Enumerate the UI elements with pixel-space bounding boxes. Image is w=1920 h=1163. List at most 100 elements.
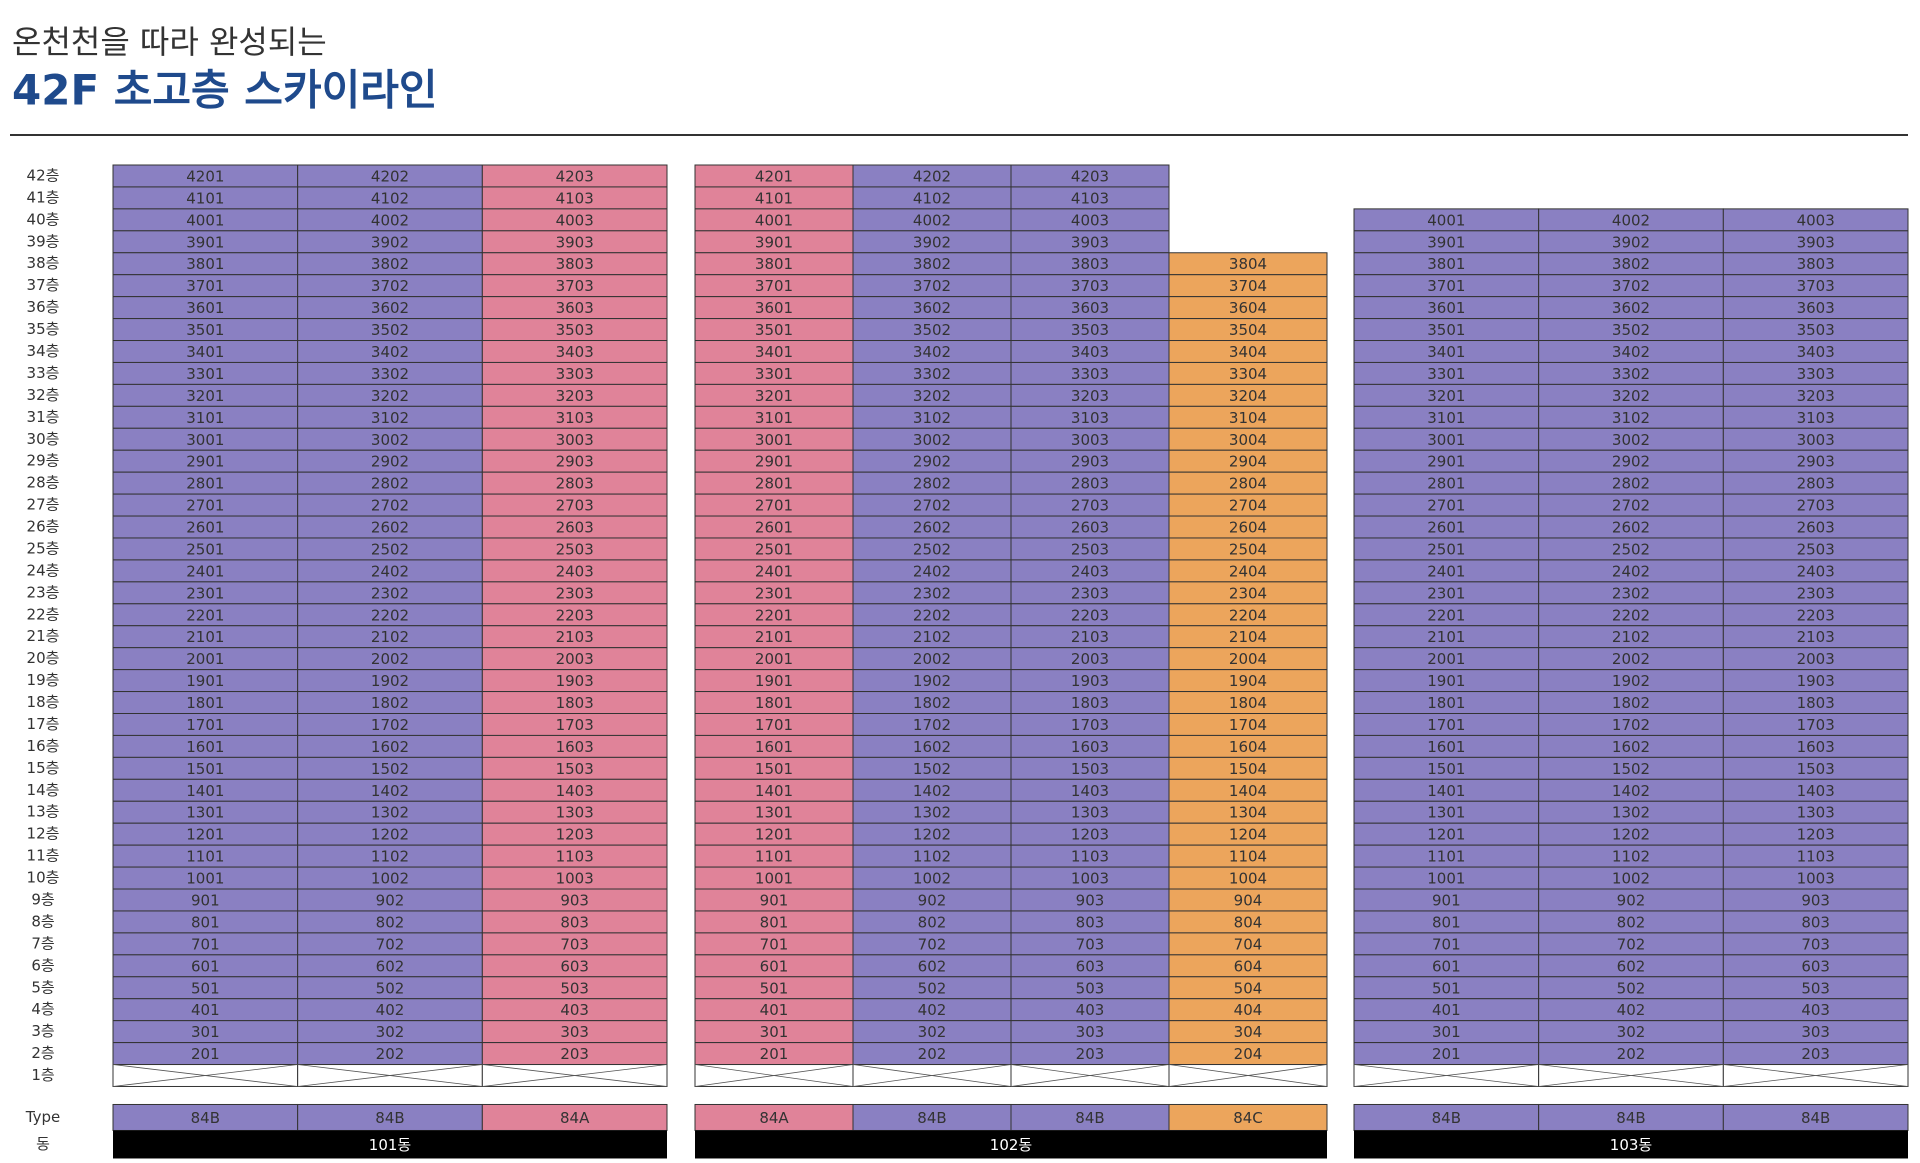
- type-name: 84A: [759, 1109, 789, 1127]
- unit-number: 3302: [371, 365, 409, 383]
- unit-number: 702: [1617, 935, 1646, 953]
- unit-number: 3804: [1229, 255, 1267, 273]
- unit-number: 1402: [1612, 782, 1650, 800]
- unit-number: 2202: [371, 606, 409, 624]
- floor-label: 30층: [27, 430, 60, 448]
- unit-number: 803: [1076, 913, 1105, 931]
- unit-number: 601: [760, 957, 789, 975]
- type-name: 84B: [1432, 1109, 1461, 1127]
- unit-number: 1701: [186, 716, 224, 734]
- floor-label: 25층: [27, 539, 60, 557]
- unit-number: 903: [1801, 891, 1830, 909]
- unit-number: 3001: [755, 431, 793, 449]
- unit-number: 3604: [1229, 299, 1267, 317]
- cross: [1353, 1064, 1539, 1087]
- unit-number: 401: [760, 1001, 789, 1019]
- unit-number: 2704: [1229, 497, 1267, 515]
- unit-number: 1403: [1071, 782, 1109, 800]
- unit-number: 1301: [755, 804, 793, 822]
- unit-number: 1503: [1797, 760, 1835, 778]
- unit-number: 2701: [755, 497, 793, 515]
- unit-number: 3204: [1229, 387, 1267, 405]
- unit-number: 501: [760, 979, 789, 997]
- unit-number: 3202: [371, 387, 409, 405]
- unit-number: 903: [560, 891, 589, 909]
- unit-number: 2901: [186, 453, 224, 471]
- type-cell: [852, 1103, 1012, 1131]
- unit-number: 701: [760, 935, 789, 953]
- unit-number: 401: [1432, 1001, 1461, 1019]
- unit-number: 3501: [186, 321, 224, 339]
- unit-number: 2904: [1229, 453, 1267, 471]
- floor-label: 36층: [27, 298, 60, 316]
- unit-number: 3901: [1427, 233, 1465, 251]
- unit-number: 1004: [1229, 870, 1267, 888]
- unit-number: 2602: [913, 519, 951, 537]
- floor-label: 6층: [31, 956, 54, 974]
- unit-number: 2801: [755, 475, 793, 493]
- unit-number: 1802: [371, 694, 409, 712]
- unit-number: 3903: [1071, 233, 1109, 251]
- unit-number: 1803: [556, 694, 594, 712]
- unit-number: 3301: [186, 365, 224, 383]
- unit-number: 2504: [1229, 540, 1267, 558]
- unit-number: 4201: [755, 167, 793, 185]
- unit-number: 1102: [913, 848, 951, 866]
- floor-label: 38층: [27, 254, 60, 272]
- unit-number: 3703: [556, 277, 594, 295]
- unit-number: 802: [376, 913, 405, 931]
- floor-label: 33층: [27, 364, 60, 382]
- unit-number: 3501: [755, 321, 793, 339]
- unit-number: 3402: [1612, 343, 1650, 361]
- unit-number: 1702: [371, 716, 409, 734]
- unit-number: 3701: [1427, 277, 1465, 295]
- unit-number: 402: [1617, 1001, 1646, 1019]
- unit-number: 3703: [1071, 277, 1109, 295]
- unit-number: 4001: [186, 211, 224, 229]
- floor-label: 7층: [31, 934, 54, 952]
- floor-label: 23층: [27, 583, 60, 601]
- unit-number: 2502: [1612, 540, 1650, 558]
- floor-label: 24층: [27, 561, 60, 579]
- unit-number: 1001: [1427, 870, 1465, 888]
- unit-number: 3702: [913, 277, 951, 295]
- unit-number: 2502: [913, 540, 951, 558]
- unit-number: 2503: [1071, 540, 1109, 558]
- unit-number: 1303: [1071, 804, 1109, 822]
- unit-number: 801: [191, 913, 220, 931]
- unit-number: 2403: [556, 562, 594, 580]
- unit-number: 3902: [371, 233, 409, 251]
- unit-number: 1901: [755, 672, 793, 690]
- unit-number: 3301: [755, 365, 793, 383]
- type-name: 84B: [1075, 1109, 1104, 1127]
- floor-label: 34층: [27, 342, 60, 360]
- unit-number: 402: [918, 1001, 947, 1019]
- unit-number: 2302: [913, 584, 951, 602]
- unit-number: 1103: [556, 848, 594, 866]
- unit-number: 2501: [755, 540, 793, 558]
- unit-number: 4103: [556, 189, 594, 207]
- floor-label: 37층: [27, 276, 60, 294]
- unit-number: 803: [1801, 913, 1830, 931]
- unit-number: 3901: [755, 233, 793, 251]
- unit-number: 501: [1432, 979, 1461, 997]
- floor-label: 29층: [27, 452, 60, 470]
- unit-number: 2403: [1797, 562, 1835, 580]
- unit-number: 2703: [556, 497, 594, 515]
- unit-number: 3103: [556, 409, 594, 427]
- unit-number: 2903: [556, 453, 594, 471]
- unit-number: 3201: [186, 387, 224, 405]
- unit-number: 3903: [1797, 233, 1835, 251]
- unit-number: 1502: [1612, 760, 1650, 778]
- unit-number: 204: [1234, 1045, 1263, 1063]
- unit-number: 3702: [371, 277, 409, 295]
- unit-number: 2701: [1427, 497, 1465, 515]
- unit-number: 2203: [556, 606, 594, 624]
- unit-number: 3603: [1797, 299, 1835, 317]
- unit-number: 301: [760, 1023, 789, 1041]
- unit-number: 1701: [1427, 716, 1465, 734]
- type-cell: [481, 1103, 668, 1131]
- unit-number: 1404: [1229, 782, 1267, 800]
- unit-number: 3203: [1071, 387, 1109, 405]
